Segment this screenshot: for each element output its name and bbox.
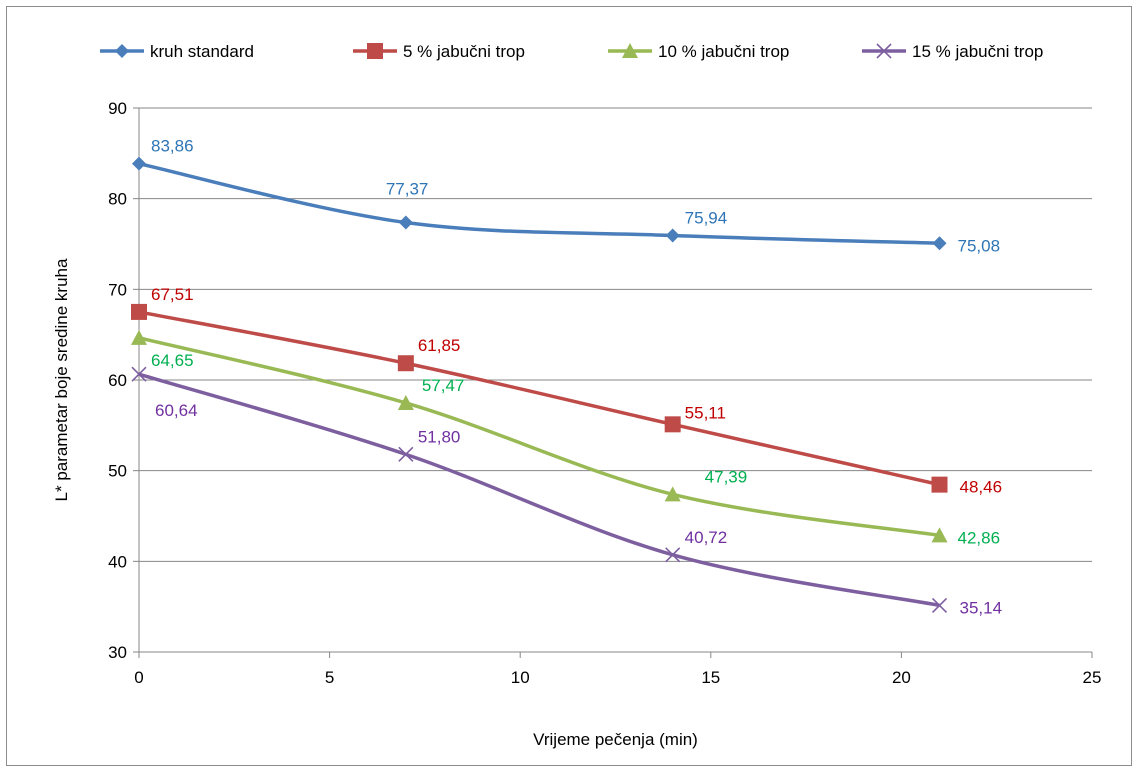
- x-tick-label-15: 15: [701, 668, 720, 687]
- series-line-2: [138, 310, 940, 487]
- series-2-point-2: [397, 355, 414, 372]
- data-label: 64,65: [151, 351, 194, 370]
- legend-marker-1: [115, 44, 129, 58]
- series-4-point-3: [665, 547, 681, 563]
- data-label: 42,86: [958, 528, 1001, 547]
- data-label: 61,85: [418, 336, 461, 355]
- y-tick-label-50: 50: [108, 462, 127, 481]
- legend-marker-4: [876, 43, 892, 59]
- x-axis-title: Vrijeme pečenja (min): [533, 730, 698, 749]
- y-tick-label-30: 30: [108, 643, 127, 662]
- data-label: 48,46: [960, 478, 1003, 497]
- data-label: 55,11: [685, 403, 726, 422]
- legend-marker-2: [367, 43, 383, 59]
- series-1-point-2: [398, 215, 413, 230]
- gridlines: [139, 107, 1092, 653]
- legend-label-3: 10 % jabučni trop: [658, 42, 789, 61]
- data-label: 67,51: [151, 285, 194, 304]
- series-line-3: [138, 336, 940, 538]
- data-label: 57,47: [422, 376, 465, 395]
- data-label: 75,94: [685, 208, 728, 227]
- x-tick-label-25: 25: [1083, 668, 1102, 687]
- data-label: 40,72: [685, 528, 728, 547]
- data-labels: 83,86 77,37 75,94 75,08 67,51 61,85 55,11 48,46…: [151, 137, 1002, 618]
- series-2-point-4: [931, 476, 948, 493]
- data-label: 60,64: [155, 401, 198, 420]
- series-1-point-1: [132, 156, 146, 171]
- data-label: 83,86: [151, 137, 194, 156]
- x-tick-label-0: 0: [134, 668, 143, 687]
- y-tick-label-60: 60: [108, 371, 127, 390]
- legend: kruh standard 5 % jabučni trop 10 % jabučn…: [100, 42, 1043, 61]
- y-tick-label-40: 40: [108, 552, 127, 571]
- y-tick-label-70: 70: [108, 280, 127, 299]
- series-3-point-4: [931, 527, 948, 543]
- legend-label-2: 5 % jabučni trop: [403, 42, 525, 61]
- y-axis-title: L* parametar boje sredine kruha: [52, 258, 71, 501]
- series-3-point-2: [397, 394, 414, 410]
- x-tick-label-5: 5: [325, 668, 334, 687]
- series-group: [131, 156, 948, 613]
- series-2-point-3: [664, 416, 681, 433]
- data-label: 35,14: [960, 598, 1003, 617]
- legend-label-4: 15 % jabučni trop: [912, 42, 1043, 61]
- x-tick-label-10: 10: [511, 668, 530, 687]
- legend-label-1: kruh standard: [150, 42, 254, 61]
- data-label: 47,39: [705, 467, 748, 486]
- y-tick-label-80: 80: [108, 190, 127, 209]
- series-line-4: [138, 372, 940, 608]
- series-4-point-4: [931, 597, 948, 613]
- series-4-point-2: [398, 446, 414, 462]
- series-1-point-3: [665, 228, 680, 243]
- chart-frame: 30 40 50 60 70 80 90 0 5 10 15 20 25 83,86 77,37 75,94…: [6, 6, 1132, 766]
- data-label: 51,80: [418, 427, 461, 446]
- series-3-point-3: [664, 486, 681, 502]
- x-tick-label-20: 20: [892, 668, 911, 687]
- data-label: 77,37: [386, 180, 429, 199]
- data-label: 75,08: [958, 236, 1001, 255]
- series-2-point-1: [131, 303, 147, 320]
- series-1-point-4: [932, 236, 947, 251]
- axes: 30 40 50 60 70 80 90 0 5 10 15 20 25: [108, 99, 1101, 687]
- y-tick-label-90: 90: [108, 99, 127, 118]
- series-line-1: [138, 161, 940, 246]
- series-4-point-1: [131, 366, 147, 382]
- legend-marker-3: [622, 43, 638, 58]
- series-3-point-1: [131, 329, 147, 345]
- line-chart: 30 40 50 60 70 80 90 0 5 10 15 20 25 83,86 77,37 75,94…: [52, 42, 1101, 749]
